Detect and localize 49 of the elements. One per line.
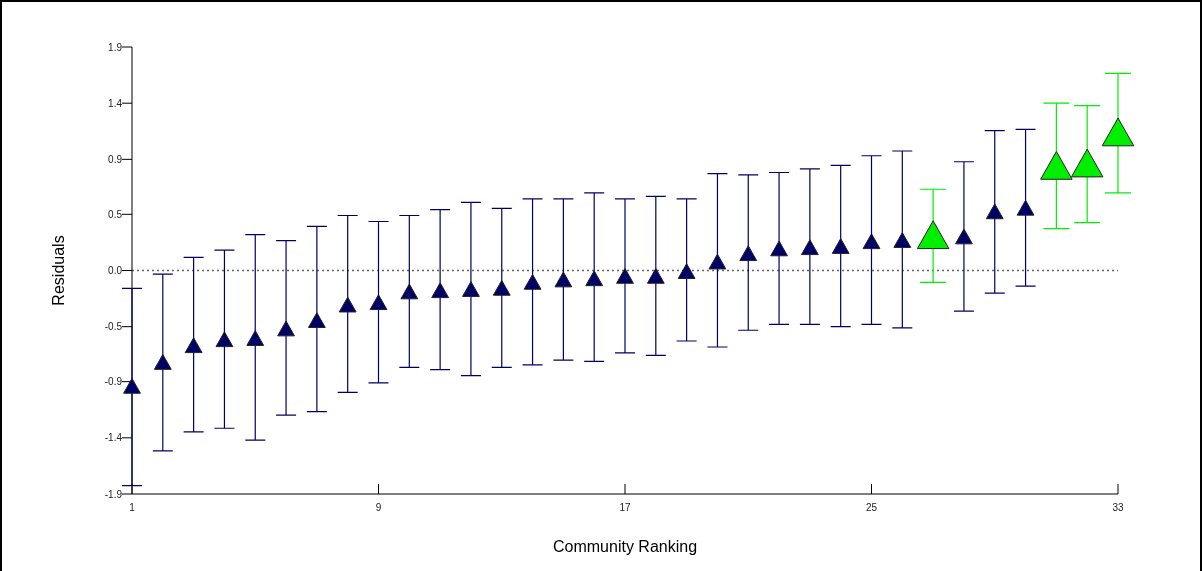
point [1016,199,1035,216]
point [492,279,511,296]
point [153,354,172,370]
point [616,267,634,284]
y-tick-label: 1.4 [108,97,123,109]
point [431,282,450,299]
point [400,283,419,300]
point [708,253,727,270]
point [770,240,788,257]
point [831,238,850,254]
point [862,233,881,250]
point [307,312,326,328]
point [739,245,758,262]
point [277,320,295,337]
point [369,294,388,311]
x-tick-label: 9 [375,502,382,513]
y-tick-label: -0.5 [104,321,123,333]
point [1040,151,1073,180]
x-tick-label: 1 [129,502,136,513]
point [523,273,542,290]
x-tick-label: 17 [619,502,631,513]
y-tick-label: -1.4 [104,432,123,444]
x-tick-label: 25 [865,502,878,513]
y-tick-label: -0.9 [104,376,123,388]
point [338,296,357,313]
x-tick-label: 33 [1112,502,1124,513]
point [916,220,950,250]
point [646,267,665,284]
point [677,263,696,279]
point [1070,148,1104,178]
point [985,203,1004,220]
point [462,281,480,297]
y-tick-label: -1.9 [104,488,123,500]
point [955,228,973,245]
point [184,337,203,354]
y-axis-title: Residuals [50,235,67,306]
point [1101,117,1135,147]
y-tick-label: 0.0 [108,265,123,276]
x-axis-title: Community Ranking [552,538,698,555]
point [123,377,141,394]
y-tick-label: 0.5 [108,208,123,220]
y-tick-label: 0.9 [108,153,123,165]
point [800,239,819,256]
point [585,270,604,287]
point [246,330,265,346]
point [893,232,912,248]
point [215,331,234,348]
y-tick-label: 1.9 [108,41,123,53]
point [554,271,573,288]
